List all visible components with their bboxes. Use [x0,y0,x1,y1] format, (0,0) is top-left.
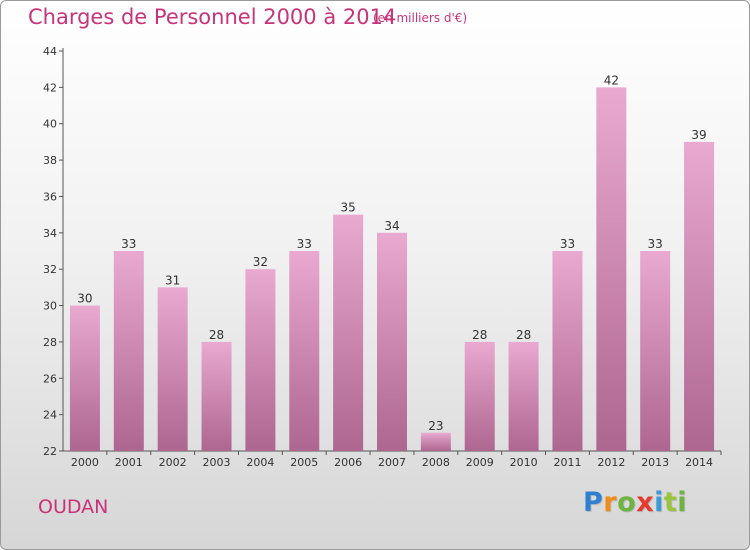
logo-letter: t [663,487,678,518]
y-tick-label: 44 [43,45,57,58]
x-tick-label: 2002 [159,456,187,469]
bar-value-label: 32 [253,255,268,269]
y-tick-label: 38 [43,154,57,167]
bar-value-label: 34 [384,219,399,233]
proxiti-logo[interactable]: Proxiti [583,487,687,518]
x-tick-label: 2014 [685,456,713,469]
bar-value-label: 33 [297,237,312,251]
bar-value-label: 33 [121,237,136,251]
x-tick-label: 2008 [422,456,450,469]
x-tick-label: 2000 [71,456,99,469]
logo-letter: x [636,487,655,518]
chart-title: Charges de Personnel 2000 à 2014 [28,5,397,29]
x-tick-label: 2013 [641,456,669,469]
logo-letter: i [677,487,688,518]
bar-value-label: 31 [165,273,180,287]
chart-subtitle: (en milliers d'€) [373,11,468,25]
bar [640,251,671,451]
y-tick-label: 36 [43,190,57,203]
bar [245,269,276,451]
y-tick-label: 40 [43,118,57,131]
bar [684,141,715,451]
y-tick-label: 28 [43,336,57,349]
x-tick-label: 2007 [378,456,406,469]
bar-value-label: 23 [428,419,443,433]
y-tick-label: 30 [43,300,57,313]
bar [596,87,627,451]
x-tick-label: 2003 [203,456,231,469]
y-tick-label: 24 [43,409,57,422]
bar-value-label: 35 [340,201,355,215]
bar-value-label: 30 [77,292,92,306]
x-tick-label: 2006 [334,456,362,469]
bar [69,305,100,451]
x-tick-label: 2010 [510,456,538,469]
bar-value-label: 42 [604,73,619,87]
y-tick-label: 42 [43,81,57,94]
bar-value-label: 28 [516,328,531,342]
bar [552,251,583,451]
bar [420,432,451,451]
x-tick-label: 2004 [246,456,274,469]
bar [508,341,539,451]
y-tick-label: 22 [43,445,57,458]
logo-letter: i [654,487,664,518]
x-tick-label: 2001 [115,456,143,469]
bar-value-label: 39 [691,128,706,142]
bar-value-label: 33 [560,237,575,251]
bar [201,341,232,451]
x-tick-label: 2005 [290,456,318,469]
bar-value-label: 28 [472,328,487,342]
bar [333,214,364,451]
x-tick-label: 2012 [597,456,625,469]
y-tick-label: 34 [43,227,57,240]
y-tick-label: 26 [43,372,57,385]
logo-letter: P [583,487,604,518]
x-tick-label: 2011 [553,456,581,469]
bar [289,251,320,451]
logo-letter: r [603,487,618,518]
bar [464,341,495,451]
bar-value-label: 33 [648,237,663,251]
bar [377,232,407,451]
y-tick-label: 32 [43,263,57,276]
bar [113,251,144,451]
bar [157,287,188,451]
bar-value-label: 28 [209,328,224,342]
x-tick-label: 2009 [466,456,494,469]
city-name: OUDAN [38,496,109,518]
logo-letter: o [617,487,637,518]
